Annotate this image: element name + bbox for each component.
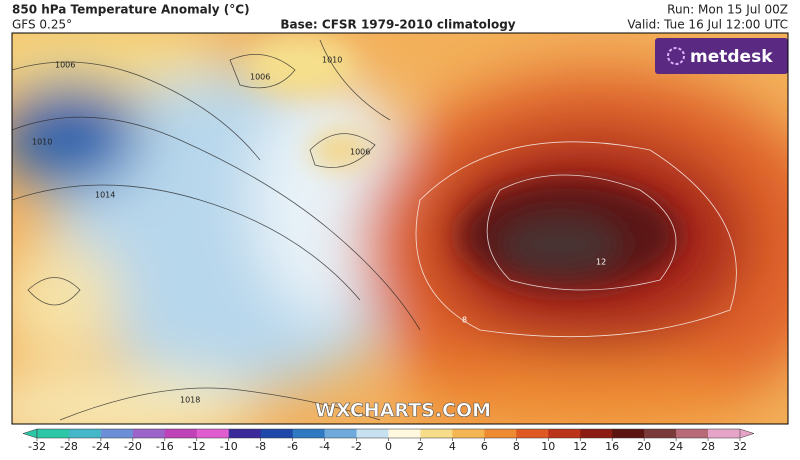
anomaly-label: 8 bbox=[462, 316, 467, 325]
colorbar-segment bbox=[420, 429, 453, 438]
colorbar-tick-label: -16 bbox=[156, 440, 174, 453]
watermark: WXCHARTS.COM bbox=[315, 400, 491, 422]
colorbar-tick-label: -28 bbox=[60, 440, 78, 453]
colorbar-segment bbox=[516, 429, 549, 438]
valid: Valid: Tue 16 Jul 12:00 UTC bbox=[627, 18, 788, 32]
colorbar-tick-label: -32 bbox=[28, 440, 46, 453]
isobar-label: 1010 bbox=[32, 138, 52, 147]
isobar-label: 1018 bbox=[180, 396, 200, 405]
colorbar-segment bbox=[196, 429, 230, 438]
colorbar-end bbox=[22, 428, 38, 439]
colorbar-tick-label: -12 bbox=[188, 440, 206, 453]
colorbar: -32 -28 -24 -20 -16 -12 -10 -8 -6 -4 -2 0 2 4 6 8 10 12 16… bbox=[22, 428, 755, 453]
colorbar-tick-label: 8 bbox=[513, 440, 520, 453]
colorbar-tick-label: -4 bbox=[319, 440, 330, 453]
colorbar-tick-label: -6 bbox=[287, 440, 298, 453]
anomaly-label: 12 bbox=[596, 258, 606, 267]
colorbar-tick-label: 10 bbox=[541, 440, 555, 453]
colorbar-segment bbox=[708, 429, 741, 438]
isobar-label: 1010 bbox=[322, 56, 342, 65]
colorbar-tick-label: 12 bbox=[573, 440, 587, 453]
field-core bbox=[245, 35, 680, 290]
colorbar-segment bbox=[324, 429, 358, 438]
colorbar-tick-label: -20 bbox=[124, 440, 142, 453]
colorbar-segment bbox=[548, 429, 581, 438]
colorbar-tick-label: -8 bbox=[255, 440, 266, 453]
logo: metdesk bbox=[690, 47, 773, 67]
colorbar-tick-label: 28 bbox=[701, 440, 715, 453]
colorbar-segment bbox=[612, 429, 645, 438]
colorbar-segment bbox=[37, 429, 70, 438]
colorbar-tick-label: 24 bbox=[669, 440, 683, 453]
colorbar-tick-label: 20 bbox=[637, 440, 651, 453]
colorbar-tick-label: 2 bbox=[417, 440, 424, 453]
colorbar-segment bbox=[164, 429, 198, 438]
colorbar-tick-label: -10 bbox=[220, 440, 238, 453]
colorbar-segment bbox=[260, 429, 294, 438]
colorbar-segment bbox=[100, 429, 134, 438]
logo-icon bbox=[667, 47, 685, 65]
colorbar-segment bbox=[228, 429, 262, 438]
colorbar-segment bbox=[644, 429, 677, 438]
colorbar-segment bbox=[676, 429, 709, 438]
colorbar-tick-label: 6 bbox=[481, 440, 488, 453]
colorbar-segment bbox=[356, 429, 389, 438]
map-field: 1006 1010 1014 1018 1006 1010 1006 12 8 … bbox=[12, 33, 788, 424]
title: 850 hPa Temperature Anomaly (°C) bbox=[12, 3, 250, 17]
map-frame bbox=[11, 32, 789, 425]
isobar-label: 1006 bbox=[350, 148, 370, 157]
colorbar-segment bbox=[132, 429, 166, 438]
run: Run: Mon 15 Jul 00Z bbox=[667, 3, 788, 17]
colorbar-tick-label: 32 bbox=[733, 440, 747, 453]
colorbar-tick-label: 0 bbox=[385, 440, 392, 453]
colorbar-segment bbox=[388, 429, 421, 438]
colorbar-segment bbox=[68, 429, 102, 438]
colorbar-segment bbox=[484, 429, 517, 438]
colorbar-tick-label: 4 bbox=[449, 440, 456, 453]
anomaly-contours bbox=[415, 141, 737, 338]
base: Base: CFSR 1979-2010 climatology bbox=[280, 18, 515, 32]
model: GFS 0.25° bbox=[12, 18, 72, 32]
colorbar-tick-label: -2 bbox=[351, 440, 362, 453]
logo-box bbox=[655, 38, 788, 74]
colorbar-segment bbox=[452, 429, 485, 438]
colorbar-end bbox=[739, 428, 755, 439]
colorbar-tick-label: -24 bbox=[92, 440, 110, 453]
isobar-label: 1014 bbox=[95, 191, 115, 200]
colorbar-tick-label: 16 bbox=[605, 440, 619, 453]
colorbar-segment bbox=[292, 429, 326, 438]
colorbar-segment bbox=[580, 429, 613, 438]
isobar-label: 1006 bbox=[55, 61, 75, 70]
isobar-label: 1006 bbox=[250, 73, 270, 82]
isobars bbox=[12, 39, 421, 421]
